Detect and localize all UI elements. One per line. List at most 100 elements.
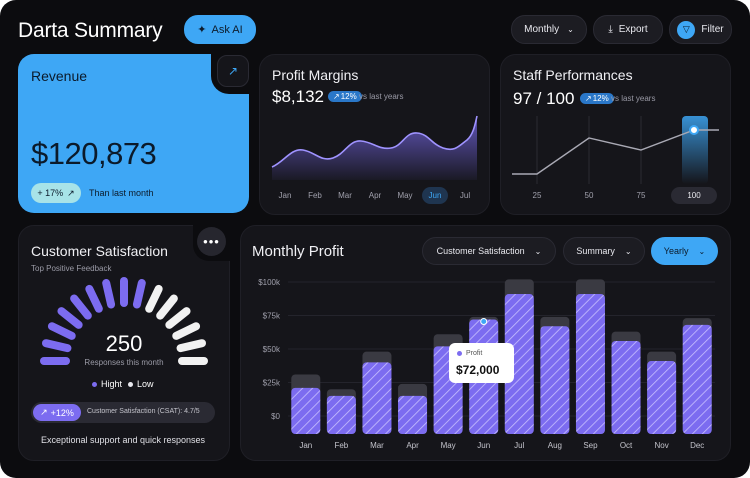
legend-low: Low: [128, 379, 154, 389]
y-tick-label: $100k: [258, 278, 281, 287]
ask-ai-button[interactable]: ✦ Ask AI: [184, 15, 256, 44]
arrow-up-right-icon: ↗: [67, 187, 75, 198]
ask-ai-label: Ask AI: [211, 23, 243, 36]
gauge-segment-high: [57, 307, 83, 329]
x-tick-label: Jun: [477, 441, 490, 450]
gauge-segment-low: [172, 322, 201, 340]
gauge-segment-high: [70, 294, 92, 320]
metric-dropdown-label: Customer Satisfaction: [436, 246, 525, 256]
revenue-label: Revenue: [31, 68, 88, 84]
profit-bar[interactable]: [398, 395, 428, 434]
gauge-segment-low: [156, 294, 178, 320]
profit-bar[interactable]: [362, 362, 392, 434]
highlight-point[interactable]: [480, 318, 488, 326]
y-tick-label: $75k: [263, 312, 281, 321]
download-icon: ⤓: [608, 24, 613, 35]
chevron-down-icon: ⌄: [534, 246, 542, 256]
x-tick-label: Feb: [334, 441, 348, 450]
export-label: Export: [618, 24, 648, 35]
margin-month-may[interactable]: May: [397, 191, 413, 200]
staff-performance-caption: vs last years: [611, 94, 656, 103]
margin-month-jan[interactable]: Jan: [278, 191, 292, 200]
y-tick-label: $0: [271, 412, 280, 421]
more-options-button[interactable]: •••: [197, 227, 226, 256]
legend-high-dot: [92, 381, 97, 387]
staff-tick-50: 50: [584, 191, 594, 200]
csat-change-badge: ↗ +12%: [33, 404, 81, 421]
margin-month-jul[interactable]: Jul: [459, 191, 471, 200]
x-tick-label: Jul: [514, 441, 524, 450]
revenue-caption: Than last month: [89, 188, 154, 198]
staff-tick-25: 25: [532, 191, 542, 200]
profit-margins-area: [272, 116, 477, 180]
gauge-segment-low: [145, 284, 163, 313]
revenue-change-badge: + 17% ↗: [31, 183, 81, 203]
staff-highlight-column: [682, 116, 708, 184]
profit-bar[interactable]: [326, 395, 356, 434]
margin-month-jun[interactable]: Jun: [428, 191, 442, 200]
profit-bar[interactable]: [540, 326, 570, 434]
profit-bar[interactable]: [291, 387, 321, 434]
export-button[interactable]: ⤓ Export: [593, 15, 663, 44]
profit-margins-area-chart: [271, 115, 478, 180]
satisfaction-count: 250: [105, 331, 143, 356]
x-tick-label: Oct: [620, 441, 633, 450]
profit-margins-value: $8,132: [272, 87, 324, 106]
tooltip-series: Profit: [457, 350, 482, 357]
satisfaction-gauge: [40, 277, 208, 365]
gauge-segment-high: [42, 339, 72, 353]
tooltip-value: $72,000: [456, 363, 500, 377]
legend-low-dot: [128, 381, 133, 387]
csat-label: Customer Satisfaction (CSAT): 4.7/5: [87, 408, 200, 415]
profit-margins-badge: ↗ 12%: [328, 91, 362, 102]
staff-performance-badge: ↗ 12%: [580, 93, 614, 104]
period-dropdown[interactable]: Monthly ⌄: [511, 15, 587, 44]
filter-button[interactable]: ▽ Filter: [669, 15, 732, 44]
staff-tick-75: 75: [636, 191, 646, 200]
monthly-profit-label: Monthly Profit: [252, 243, 344, 260]
customer-satisfaction-label: Customer Satisfaction: [31, 243, 168, 259]
x-tick-label: Sep: [583, 441, 598, 450]
margin-month-apr[interactable]: Apr: [368, 191, 382, 200]
profit-bar[interactable]: [682, 324, 712, 434]
profit-bar[interactable]: [647, 361, 677, 434]
metric-dropdown[interactable]: Customer Satisfaction ⌄: [422, 237, 556, 265]
staff-performance-label: Staff Performances: [513, 67, 633, 83]
gauge-segment-high: [47, 322, 76, 340]
staff-highlight-point[interactable]: [689, 125, 699, 135]
margin-month-mar[interactable]: Mar: [338, 191, 352, 200]
staff-performance-badge-value: 12%: [592, 94, 609, 103]
y-tick-label: $25k: [263, 379, 281, 388]
profit-bar[interactable]: [575, 294, 605, 434]
gauge-segment-high: [132, 279, 146, 309]
page-title: Darta Summary: [18, 19, 163, 42]
arrow-up-icon: ↗: [585, 94, 592, 103]
chevron-down-icon: ⌄: [698, 246, 706, 256]
customer-satisfaction-sublabel: Top Positive Feedback: [31, 264, 112, 273]
revenue-value: $120,873: [31, 136, 157, 171]
margin-month-feb[interactable]: Feb: [308, 191, 322, 200]
x-tick-label: Nov: [655, 441, 669, 450]
profit-margins-badge-value: 12%: [340, 92, 357, 101]
range-dropdown[interactable]: Yearly ⌄: [651, 237, 718, 265]
period-label: Monthly: [524, 24, 560, 35]
legend-high-label: Hight: [101, 379, 123, 389]
filter-label: Filter: [701, 24, 724, 35]
legend-low-label: Low: [137, 379, 154, 389]
sparkle-icon: ✦: [197, 24, 207, 36]
csat-change-value: +12%: [50, 407, 74, 418]
staff-tick-100[interactable]: 100: [687, 191, 701, 200]
chart-tooltip: Profit $72,000: [449, 343, 514, 383]
profit-margins-line: [271, 115, 478, 168]
arrow-up-icon: ↗: [40, 407, 48, 417]
profit-bar[interactable]: [504, 294, 534, 434]
revenue-change-value: + 17%: [37, 188, 64, 198]
profit-margins-card: [259, 54, 490, 215]
profit-bar[interactable]: [611, 340, 641, 434]
profit-margins-caption: vs last years: [359, 92, 404, 101]
x-tick-label: Mar: [370, 441, 384, 450]
satisfaction-footer: Exceptional support and quick responses: [40, 435, 206, 445]
open-revenue-button[interactable]: ↗: [217, 55, 249, 87]
view-dropdown[interactable]: Summary ⌄: [563, 237, 645, 265]
